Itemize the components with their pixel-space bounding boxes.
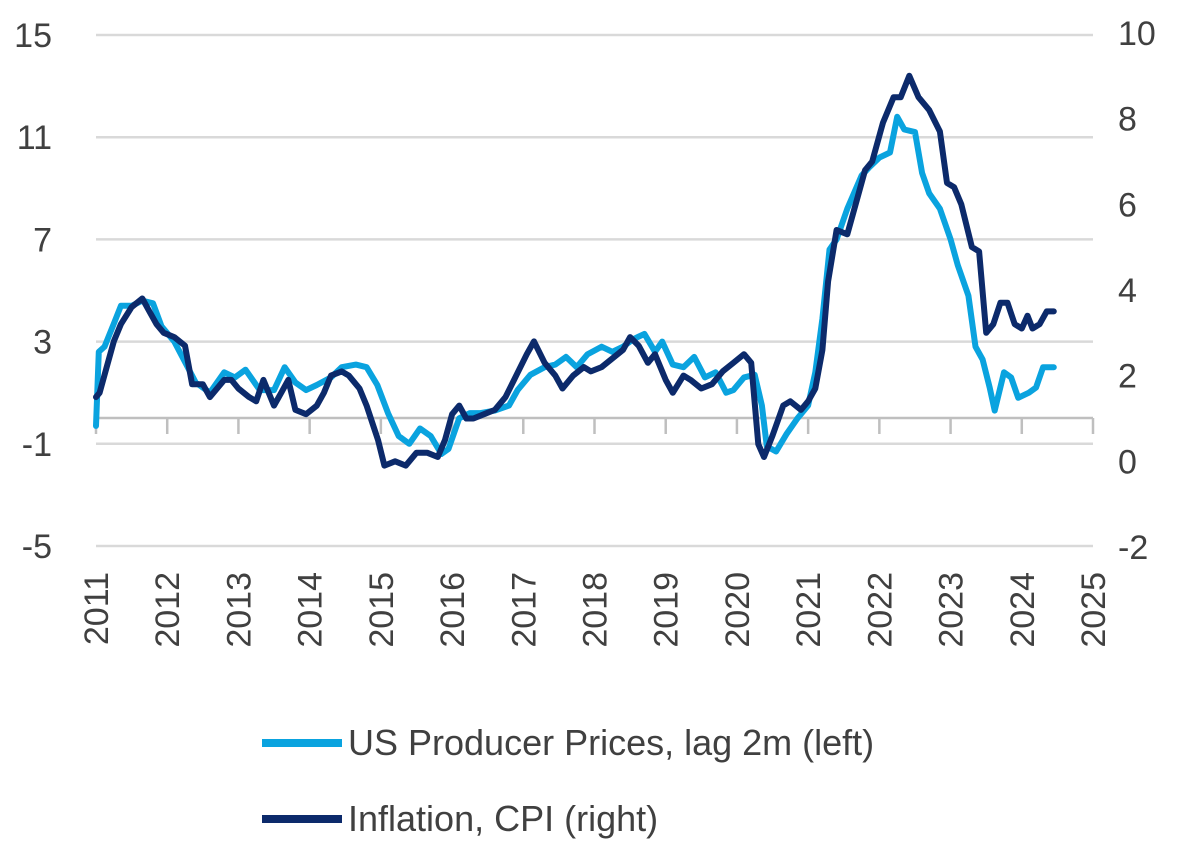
- x-tick-label-2025: 2025: [1075, 572, 1113, 648]
- legend-item-ppi: US Producer Prices, lag 2m (left): [262, 722, 874, 764]
- y-right-tick--2: -2: [1118, 529, 1148, 567]
- y-left-tick-3: 3: [33, 324, 52, 362]
- x-tick-label-2019: 2019: [648, 572, 686, 648]
- y-right-tick-0: 0: [1118, 443, 1137, 481]
- y-left-tick--1: -1: [22, 426, 52, 464]
- x-tick-label-2017: 2017: [505, 572, 543, 648]
- y-left-tick-11: 11: [17, 119, 52, 157]
- legend-swatch-cpi: [262, 815, 342, 823]
- y-axis-right: 10 8 6 4 2 0 -2: [1118, 15, 1156, 567]
- y-right-tick-4: 4: [1118, 272, 1137, 310]
- y-right-tick-2: 2: [1118, 358, 1137, 396]
- x-tick-label-2024: 2024: [1004, 572, 1042, 648]
- y-left-tick--5: -5: [22, 528, 52, 566]
- x-tick-label-2014: 2014: [292, 572, 330, 648]
- series-lines: [93, 72, 1057, 469]
- x-tick-label-2021: 2021: [790, 572, 828, 648]
- x-tick-label-2020: 2020: [719, 572, 757, 648]
- chart: 2011 2012 2013 2014 2015 2016 2017 2018 2019 2020…: [14, 15, 1156, 648]
- legend-item-cpi: Inflation, CPI (right): [262, 798, 658, 840]
- series-line-0: [93, 113, 1057, 457]
- gridlines: [96, 33, 1093, 548]
- x-tick-label-2016: 2016: [434, 572, 472, 648]
- y-right-tick-6: 6: [1118, 186, 1137, 224]
- x-tick-label-2011: 2011: [78, 572, 116, 645]
- y-axis-left: 15 11 7 3 -1 -5: [14, 17, 52, 566]
- x-tick-label-2013: 2013: [220, 572, 258, 648]
- x-tick-label-2015: 2015: [363, 572, 401, 648]
- y-right-tick-10: 10: [1118, 15, 1156, 53]
- x-axis: 2011 2012 2013 2014 2015 2016 2017 2018 2019 2020…: [78, 416, 1113, 648]
- x-tick-label-2018: 2018: [577, 572, 615, 648]
- x-tick-label-2022: 2022: [861, 572, 899, 648]
- x-tick-label-2012: 2012: [149, 572, 187, 648]
- y-left-tick-7: 7: [33, 221, 52, 259]
- x-tick-label-2023: 2023: [933, 572, 971, 648]
- legend-swatch-ppi: [262, 739, 342, 747]
- y-right-tick-8: 8: [1118, 101, 1137, 139]
- series-line-1: [93, 72, 1057, 469]
- legend-label-ppi: US Producer Prices, lag 2m (left): [348, 722, 875, 763]
- legend-label-cpi: Inflation, CPI (right): [348, 798, 659, 839]
- y-left-tick-15: 15: [14, 17, 52, 55]
